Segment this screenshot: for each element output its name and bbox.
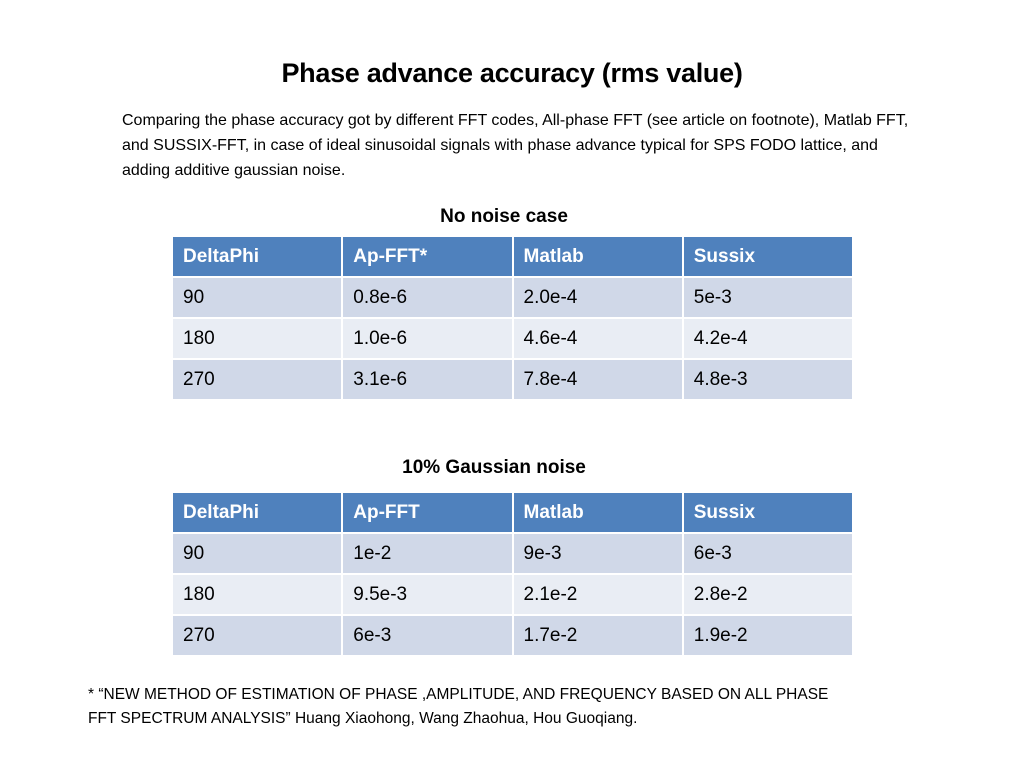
table-cell: 0.8e-6 [341, 276, 514, 319]
table-row: 270 3.1e-6 7.8e-4 4.8e-3 [170, 358, 855, 401]
column-header: DeltaPhi [170, 491, 344, 534]
column-header: Matlab [511, 235, 684, 278]
gaussian-noise-table: DeltaPhi Ap-FFT Matlab Sussix 90 1e-2 9e… [170, 491, 855, 657]
intro-paragraph: Comparing the phase accuracy got by diff… [122, 112, 909, 179]
column-header: Sussix [681, 491, 855, 534]
table-cell: 9.5e-3 [341, 573, 514, 616]
table-cell: 6e-3 [341, 614, 514, 657]
table-row: 90 0.8e-6 2.0e-4 5e-3 [170, 276, 855, 319]
table-cell: 9e-3 [511, 532, 684, 575]
column-header: Ap-FFT [341, 491, 514, 534]
column-header: DeltaPhi [170, 235, 344, 278]
table-cell: 180 [170, 317, 344, 360]
footnote-line: FFT SPECTRUM ANALYSIS” Huang Xiaohong, W… [88, 710, 638, 727]
table-row: 270 6e-3 1.7e-2 1.9e-2 [170, 614, 855, 657]
table-cell: 2.8e-2 [681, 573, 855, 616]
table-cell: 4.6e-4 [511, 317, 684, 360]
table-header-row: DeltaPhi Ap-FFT Matlab Sussix [170, 491, 855, 534]
column-header: Matlab [511, 491, 684, 534]
table-cell: 1.7e-2 [511, 614, 684, 657]
table-cell: 270 [170, 358, 344, 401]
table-row: 180 9.5e-3 2.1e-2 2.8e-2 [170, 573, 855, 616]
table-cell: 270 [170, 614, 344, 657]
column-header: Ap-FFT* [341, 235, 514, 278]
table-row: 90 1e-2 9e-3 6e-3 [170, 532, 855, 575]
table-cell: 1.0e-6 [341, 317, 514, 360]
table-cell: 2.1e-2 [511, 573, 684, 616]
table-cell: 4.8e-3 [681, 358, 855, 401]
page-title: Phase advance accuracy (rms value) [281, 58, 743, 88]
table-cell: 4.2e-4 [681, 317, 855, 360]
table-cell: 1e-2 [341, 532, 514, 575]
column-header: Sussix [681, 235, 855, 278]
table2-caption: 10% Gaussian noise [402, 457, 586, 478]
no-noise-table: DeltaPhi Ap-FFT* Matlab Sussix 90 0.8e-6… [170, 235, 855, 401]
table-cell: 90 [170, 276, 344, 319]
table-cell: 3.1e-6 [341, 358, 514, 401]
footnote-line: * “NEW METHOD OF ESTIMATION OF PHASE ,AM… [88, 686, 829, 703]
table-row: 180 1.0e-6 4.6e-4 4.2e-4 [170, 317, 855, 360]
table-header-row: DeltaPhi Ap-FFT* Matlab Sussix [170, 235, 855, 278]
table-cell: 180 [170, 573, 344, 616]
table-cell: 5e-3 [681, 276, 855, 319]
table-cell: 7.8e-4 [511, 358, 684, 401]
table-cell: 90 [170, 532, 344, 575]
table-cell: 2.0e-4 [511, 276, 684, 319]
footnote: * “NEW METHOD OF ESTIMATION OF PHASE ,AM… [88, 683, 908, 731]
table1-caption: No noise case [440, 206, 568, 227]
table-cell: 6e-3 [681, 532, 855, 575]
table-cell: 1.9e-2 [681, 614, 855, 657]
